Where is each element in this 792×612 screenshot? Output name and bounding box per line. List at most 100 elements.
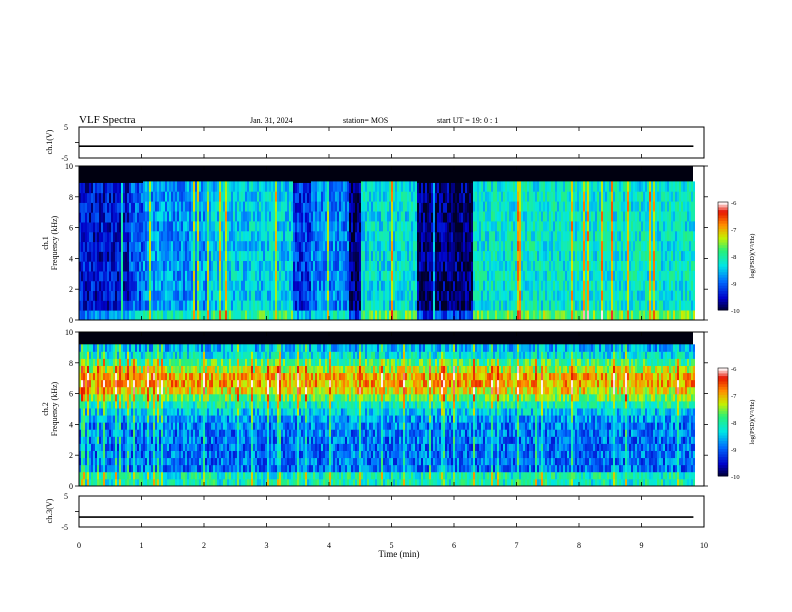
ch1-spectrogram-cell	[587, 240, 589, 252]
ch1-spectrogram-cell	[161, 250, 163, 261]
ch1-spectrogram-cell	[385, 290, 387, 301]
ch1-spectrogram-cell	[161, 310, 163, 321]
ch1-spectrogram-cell	[271, 300, 273, 311]
ch1-spectrogram-cell	[671, 280, 673, 291]
ch1-spectrogram-cell	[435, 271, 437, 282]
ch1-spectrogram-cell	[353, 300, 355, 311]
ch1-colorbar-cell	[718, 258, 728, 262]
ch1-spectrogram-cell	[121, 300, 123, 311]
ch1-spectrogram-cell	[485, 250, 487, 261]
ch1-spectrogram-cell	[587, 201, 589, 212]
ch1-spectrogram-cell	[569, 250, 571, 261]
ch1-spectrogram-cell	[217, 221, 219, 232]
ch1-spectrogram-cell	[367, 290, 369, 301]
ch1-spectrogram-cell	[179, 300, 181, 311]
ch1-spectrogram-cell	[265, 240, 267, 252]
ch1-spectrogram-cell	[539, 270, 541, 281]
ch1-spectrogram-cell	[371, 201, 373, 212]
ch1-spectrogram-cell	[395, 250, 397, 261]
ch1-spectrogram-cell	[415, 191, 417, 202]
ch2-spectrogram-cell	[99, 365, 101, 374]
ch1-spectrogram-cell	[255, 270, 257, 281]
ch1-spectrogram-cell	[359, 290, 361, 301]
ch1-spectrogram-cell	[163, 300, 165, 311]
ch1-spectrogram-cell	[117, 261, 119, 272]
ch1-spectrogram-cell	[437, 241, 439, 252]
ch1-spectrogram-cell	[633, 240, 635, 252]
ch1-spectrogram-cell	[239, 201, 241, 212]
ch1-spectrogram-cell	[679, 191, 681, 202]
ch1-spectrogram-cell	[359, 261, 361, 272]
ch1-spectrogram-cell	[663, 270, 665, 281]
ch1-spectrogram-cell	[347, 211, 349, 222]
ch1-spectrogram-cell	[557, 221, 559, 232]
ch1-spectrogram-cell	[297, 280, 299, 292]
ch1-spectrogram-cell	[479, 260, 481, 271]
ch1-spectrogram-cell	[119, 251, 121, 262]
ch1-spectrogram-cell	[193, 211, 195, 222]
ch1-spectrogram-cell	[251, 270, 253, 281]
ch1-spectrogram-cell	[539, 260, 541, 271]
ch1-spectrogram-cell	[465, 271, 467, 282]
ch1-spectrogram-cell	[643, 250, 645, 261]
ch1-spectrogram-cell	[181, 240, 183, 252]
ch1-spectrogram-cell	[533, 280, 535, 291]
ch1-spectrogram-cell	[245, 260, 247, 271]
ch1-spectrogram-cell	[307, 251, 309, 262]
ch1-spectrogram-cell	[343, 191, 345, 202]
ch1-spectrogram-cell	[269, 211, 271, 222]
ch1-spectrogram-cell	[249, 201, 251, 212]
ch1-spectrogram-cell	[447, 192, 449, 203]
ch1-spectrogram-cell	[177, 211, 179, 222]
ch1-spectrogram-cell	[577, 191, 579, 202]
ch2-spectrogram-cell	[87, 478, 89, 487]
ch1-spectrogram-cell	[295, 202, 297, 213]
ch2-spectrogram-cell	[83, 450, 85, 459]
ch1-spectrogram-cell	[533, 290, 535, 301]
ch1-spectrogram-cell	[513, 310, 515, 321]
ch1-spectrogram-cell	[395, 310, 397, 321]
ch2-spectrogram-cell	[85, 344, 87, 352]
ch1-spectrogram-cell	[439, 231, 441, 243]
ch1-spectrogram-cell	[163, 201, 165, 212]
ch1-spectrogram-cell	[221, 191, 223, 202]
ch1-spectrogram-cell	[153, 300, 155, 311]
ch1-spectrogram-cell	[153, 191, 155, 202]
ch1-spectrogram-cell	[621, 290, 623, 301]
ch2-spectrogram-cell	[131, 400, 133, 409]
ch1-spectrogram-cell	[537, 240, 539, 252]
ch1-spectrogram-cell	[153, 240, 155, 252]
ch1-spectrogram-cell	[683, 280, 685, 291]
ch1-spectrogram-cell	[669, 280, 671, 291]
ch2-spectrogram-cell	[97, 408, 99, 416]
ch1-spectrogram-cell	[557, 280, 559, 291]
ch2-spectrogram-cell	[121, 344, 123, 352]
ch1-spectrogram-cell	[143, 310, 145, 321]
ch1-spectrogram-cell	[193, 260, 195, 271]
ch1-spectrogram-cell	[493, 280, 495, 291]
ch2-spectrogram-cell	[103, 358, 105, 366]
ch2-spectrogram-cell	[125, 422, 127, 430]
ch1-spectrogram-cell	[689, 201, 691, 212]
ch1-spectrogram-cell	[299, 300, 301, 311]
ch1-spectrogram-cell	[187, 181, 189, 192]
ch1-spectrogram-cell	[131, 310, 133, 321]
ch1-spectrogram-cell	[267, 221, 269, 232]
ch2-spectrogram-cell	[109, 344, 111, 352]
ch1-spectrogram-cell	[449, 290, 451, 301]
ch1-spectrogram-cell	[211, 250, 213, 261]
ch1-spectrogram-cell	[109, 251, 111, 262]
ch1-spectrogram-cell	[357, 271, 359, 282]
ch1-spectrogram-cell	[519, 211, 521, 222]
ch2-spectrogram-cell	[121, 408, 123, 416]
ch1-ytick-label: 6	[69, 224, 73, 233]
ch1-spectrogram-cell	[687, 230, 689, 242]
ch1-spectrogram-cell	[235, 201, 237, 212]
ch1-spectrogram-cell	[97, 261, 99, 272]
ch1-spectrogram-cell	[499, 221, 501, 232]
ch1-spectrogram-cell	[373, 181, 375, 192]
ch1-spectrogram-cell	[379, 221, 381, 232]
ch1-spectrogram-cell	[355, 280, 357, 292]
ch1-spectrogram-cell	[415, 260, 417, 271]
ch2-spectrogram-cell	[123, 450, 125, 459]
